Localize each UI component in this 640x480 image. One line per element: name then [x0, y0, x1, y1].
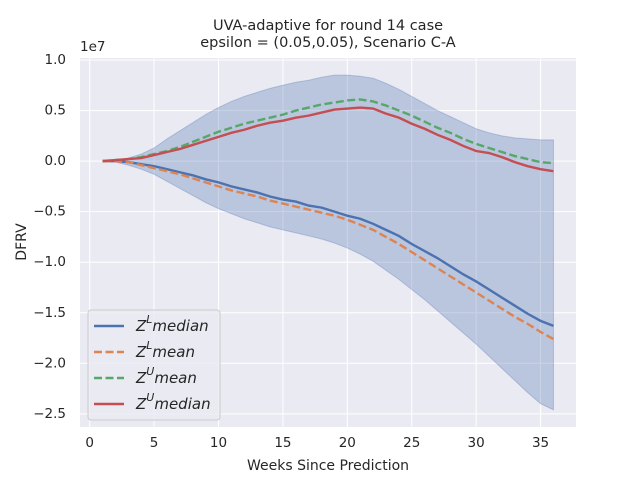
legend-label: ZLmedian [135, 313, 209, 335]
legend-label: ZUmean [135, 365, 197, 387]
x-axis-label: Weeks Since Prediction [247, 458, 409, 474]
legend-label: ZLmean [135, 339, 195, 361]
series-line [102, 106, 554, 173]
y-tick-label: 1.0 [45, 52, 66, 68]
x-tick-label: 30 [468, 435, 485, 451]
series-line [102, 98, 554, 165]
x-tick-label: 20 [339, 435, 356, 451]
x-tick-label: 25 [403, 435, 420, 451]
x-tick-label: 5 [150, 435, 159, 451]
x-tick-label: 15 [274, 435, 291, 451]
y-tick-label: −1.0 [33, 254, 66, 270]
legend-label: ZUmedian [135, 391, 211, 413]
chart-title: UVA-adaptive for round 14 case [213, 18, 443, 34]
y-tick-label: −1.5 [33, 305, 66, 321]
x-tick-label: 35 [532, 435, 549, 451]
y-tick-label: −2.5 [33, 406, 66, 422]
y-tick-label: −2.0 [33, 355, 66, 371]
series-line [102, 159, 554, 328]
x-tick-label: 0 [85, 435, 94, 451]
legend-box [87, 309, 221, 421]
y-tick-label: −0.5 [33, 204, 66, 220]
y-tick-label: 0.5 [45, 103, 66, 119]
y-offset-label: 1e7 [80, 39, 105, 55]
y-axis-label: DFRV [14, 223, 30, 261]
x-tick-label: 10 [210, 435, 227, 451]
y-tick-label: 0.0 [45, 153, 66, 169]
series-line [102, 159, 555, 341]
band-area [102, 74, 554, 411]
chart-subtitle: epsilon = (0.05,0.05), Scenario C-A [200, 35, 456, 51]
